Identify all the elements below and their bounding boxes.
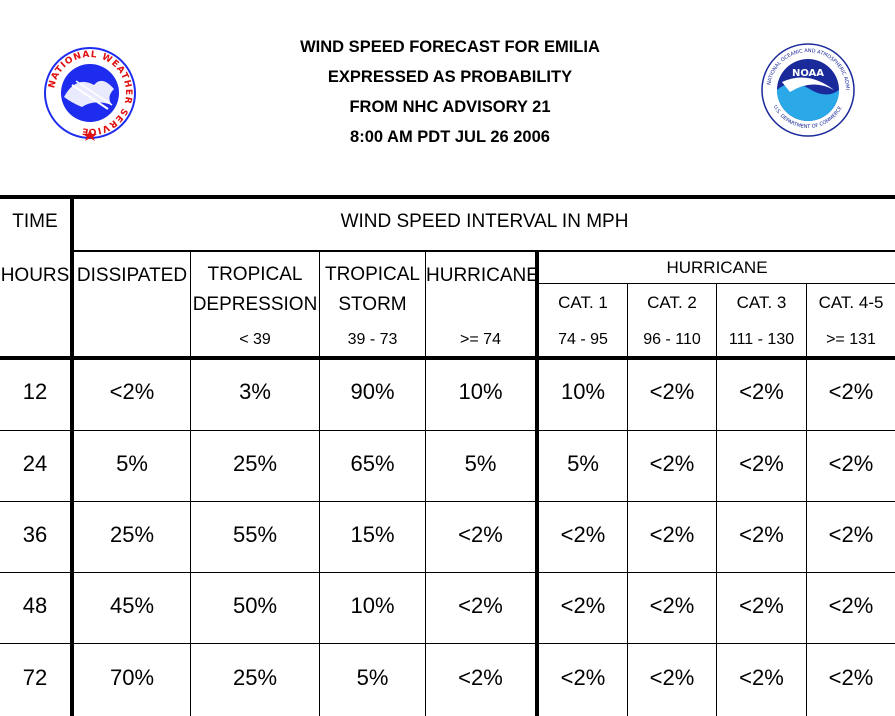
cell-hours: 24: [22, 451, 48, 476]
header-cat3-range: 111 - 130: [728, 331, 795, 348]
title-block: WIND SPEED FORECAST FOR EMILIA EXPRESSED…: [200, 32, 700, 152]
cell-cat2: <2%: [649, 665, 695, 690]
cell-cat3: <2%: [739, 665, 784, 690]
cell-dissipated: 70%: [109, 665, 155, 690]
header-td-range: < 39: [239, 331, 271, 348]
header-time: TIME: [12, 211, 58, 232]
cell-hours: 36: [22, 522, 48, 547]
cell-cat45: <2%: [828, 593, 874, 618]
cell-cat1: <2%: [560, 522, 606, 547]
cell-cat3: <2%: [739, 593, 784, 618]
cell-dissipated: <2%: [109, 379, 155, 404]
cell-hours: 48: [22, 593, 48, 618]
header-ts-line2: STORM: [338, 294, 407, 315]
header-hours: HOURS: [0, 265, 70, 286]
header-cat45: CAT. 4-5: [818, 293, 884, 312]
header-hurricane: HURRICANE: [426, 265, 539, 286]
title-line-1: WIND SPEED FORECAST FOR EMILIA: [300, 38, 600, 56]
cell-cat45: <2%: [828, 379, 874, 404]
cell-cat3: <2%: [739, 451, 784, 476]
nws-logo-graphic: NATIONAL WEATHER SERVICE: [44, 47, 136, 141]
header-cat3: CAT. 3: [736, 293, 787, 312]
noaa-logo: NOAA NATIONAL OCEANIC AND ATMOSPHERIC AD…: [760, 42, 856, 138]
header-cat1-range: 74 - 95: [558, 331, 608, 348]
cell-dissipated: 25%: [109, 522, 155, 547]
cell-tropical-depression: 50%: [232, 593, 278, 618]
header-td-line1: TROPICAL: [207, 264, 303, 285]
header-ts-range: 39 - 73: [347, 331, 398, 348]
cell-cat3: <2%: [739, 379, 784, 404]
cell-hurricane: 5%: [464, 451, 497, 476]
cell-tropical-depression: 55%: [232, 522, 278, 547]
cell-cat45: <2%: [828, 665, 874, 690]
cell-cat2: <2%: [649, 379, 695, 404]
cell-cat45: <2%: [828, 522, 874, 547]
cell-hurricane: 10%: [458, 379, 503, 404]
cell-cat2: <2%: [649, 522, 695, 547]
cell-hours: 72: [22, 665, 48, 690]
cell-hurricane: <2%: [458, 665, 503, 690]
title-line-4: 8:00 AM PDT JUL 26 2006: [350, 128, 550, 146]
cell-tropical-depression: 3%: [239, 379, 271, 404]
header-hurricane-group: HURRICANE: [666, 258, 768, 277]
cell-dissipated: 5%: [116, 451, 148, 476]
cell-cat2: <2%: [649, 451, 695, 476]
cell-hurricane: <2%: [458, 593, 503, 618]
header-cat2: CAT. 2: [647, 293, 697, 312]
title-line-2: EXPRESSED AS PROBABILITY: [327, 68, 573, 86]
cell-cat1: <2%: [560, 665, 606, 690]
noaa-logo-graphic: NOAA NATIONAL OCEANIC AND ATMOSPHERIC AD…: [760, 42, 855, 137]
title-line-3: FROM NHC ADVISORY 21: [349, 98, 551, 116]
cell-tropical-storm: 5%: [356, 665, 389, 690]
svg-text:NOAA: NOAA: [792, 68, 824, 79]
cell-cat45: <2%: [828, 451, 874, 476]
cell-cat1: 5%: [567, 451, 599, 476]
cell-tropical-depression: 25%: [232, 665, 278, 690]
cell-tropical-storm: 15%: [350, 522, 395, 547]
header-cat45-range: >= 131: [826, 331, 876, 348]
cell-cat3: <2%: [739, 522, 784, 547]
header-hurricane-range: >= 74: [460, 331, 501, 348]
cell-tropical-storm: 90%: [350, 379, 395, 404]
header-ts-line1: TROPICAL: [324, 264, 421, 285]
cell-tropical-depression: 25%: [232, 451, 278, 476]
header-wind-speed-interval: WIND SPEED INTERVAL IN MPH: [340, 211, 629, 232]
cell-tropical-storm: 65%: [350, 451, 395, 476]
nws-logo: NATIONAL WEATHER SERVICE: [42, 45, 138, 141]
cell-tropical-storm: 10%: [350, 593, 395, 618]
cell-cat1: 10%: [560, 379, 606, 404]
header-cat1: CAT. 1: [558, 293, 608, 312]
cell-dissipated: 45%: [109, 593, 155, 618]
header-cat2-range: 96 - 110: [643, 331, 701, 348]
header-dissipated: DISSIPATED: [76, 265, 188, 286]
cell-hurricane: <2%: [458, 522, 503, 547]
cell-cat1: <2%: [560, 593, 606, 618]
header-td-line2: DEPRESSION: [192, 294, 318, 315]
cell-cat2: <2%: [649, 593, 695, 618]
cell-hours: 12: [22, 379, 48, 404]
